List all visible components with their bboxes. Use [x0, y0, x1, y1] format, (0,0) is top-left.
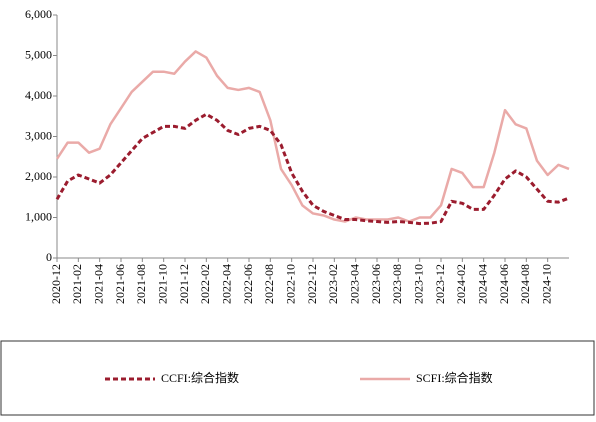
legend-label: SCFI:综合指数 — [416, 370, 493, 385]
y-tick-label: 5,000 — [25, 47, 52, 61]
x-tick-label: 2023-12 — [433, 264, 447, 304]
x-tick-label: 2021-08 — [134, 264, 148, 304]
x-tick-label: 2024-10 — [539, 264, 553, 304]
x-tick-label: 2022-04 — [219, 264, 233, 304]
x-tick-label: 2021-02 — [70, 264, 84, 304]
x-tick-label: 2020-12 — [49, 264, 63, 304]
x-tick-label: 2021-06 — [113, 264, 127, 304]
x-tick-label: 2022-10 — [283, 264, 297, 304]
y-tick-label: 3,000 — [25, 128, 52, 142]
y-tick-label: 4,000 — [25, 88, 52, 102]
x-tick-label: 2022-06 — [241, 264, 255, 304]
series-line — [55, 112, 570, 226]
x-tick-label: 2024-04 — [475, 264, 489, 304]
y-tick-label: 0 — [46, 250, 52, 264]
x-tick-label: 2023-02 — [326, 264, 340, 304]
x-tick-label: 2023-04 — [347, 264, 361, 304]
x-tick-label: 2023-08 — [390, 264, 404, 304]
x-tick-label: 2023-10 — [411, 264, 425, 304]
x-tick-label: 2023-06 — [369, 264, 383, 304]
series-line — [55, 50, 570, 223]
x-tick-label: 2022-08 — [262, 264, 276, 304]
x-tick-label: 2024-02 — [454, 264, 468, 304]
y-tick-label: 2,000 — [25, 169, 52, 183]
legend-label: CCFI:综合指数 — [161, 370, 239, 385]
x-tick-label: 2024-08 — [518, 264, 532, 304]
x-tick-label: 2021-12 — [177, 264, 191, 304]
legend-box — [0, 340, 595, 416]
x-tick-label: 2024-06 — [497, 264, 511, 304]
y-tick-label: 1,000 — [25, 209, 52, 223]
x-tick-label: 2022-12 — [305, 264, 319, 304]
x-tick-label: 2022-02 — [198, 264, 212, 304]
y-tick-label: 6,000 — [25, 7, 52, 21]
x-tick-label: 2021-10 — [155, 264, 169, 304]
x-tick-label: 2021-04 — [91, 264, 105, 304]
